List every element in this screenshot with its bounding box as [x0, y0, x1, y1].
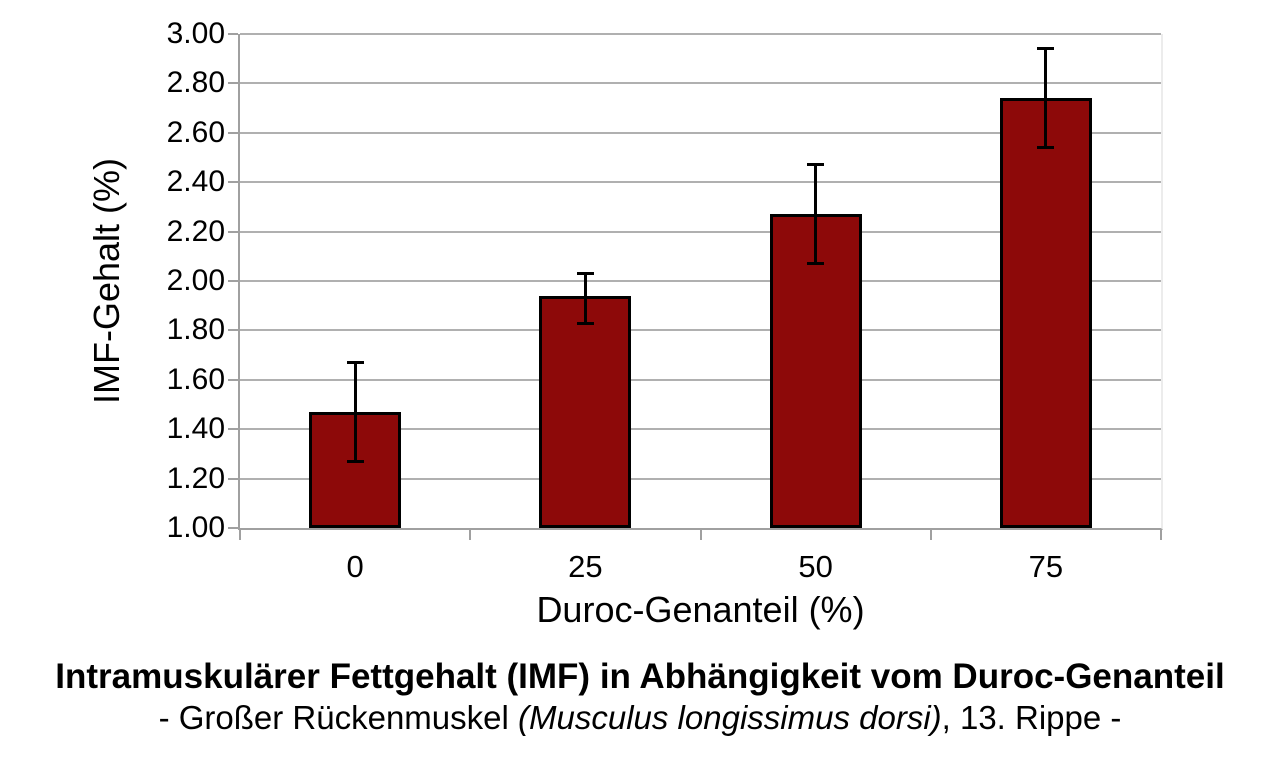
caption-title: Intramuskulärer Fettgehalt (IMF) in Abhä…	[55, 657, 1225, 696]
bar	[539, 295, 632, 528]
gridline	[240, 131, 1161, 134]
x-axis-tick	[469, 529, 472, 540]
x-tick-label: 0	[346, 549, 364, 584]
plot-area	[228, 33, 1163, 540]
y-tick-label: 2.60	[166, 115, 225, 149]
y-axis-tick	[228, 329, 238, 332]
gridline	[240, 378, 1161, 381]
gridline	[240, 230, 1161, 233]
x-axis-tick	[699, 529, 702, 540]
y-axis-tick	[228, 527, 238, 529]
y-axis-tick	[228, 230, 238, 233]
y-axis-tick	[228, 378, 238, 381]
x-axis-tick	[1160, 529, 1162, 540]
y-tick-label: 2.40	[166, 165, 225, 199]
gridline	[240, 329, 1161, 332]
y-tick-label: 1.40	[166, 412, 225, 446]
y-axis-tick	[228, 280, 238, 282]
x-tick-label: 25	[568, 549, 603, 584]
error-bar-cap	[807, 262, 825, 266]
bar-chart: IMF-Gehalt (%) 1.00 1.20 1.40 1.60 1.80 2.00 2…	[86, 17, 1163, 630]
y-axis-title: IMF-Gehalt (%)	[86, 157, 127, 405]
y-axis-tick	[228, 82, 238, 85]
error-bar-cap	[1037, 146, 1055, 150]
gridline	[240, 82, 1161, 85]
gridline	[240, 33, 1161, 35]
caption-subtitle-latin-name: (Musculus longissimus dorsi)	[518, 699, 942, 736]
gridline	[240, 181, 1161, 184]
gridline	[240, 477, 1161, 480]
x-axis-tick	[929, 529, 932, 540]
error-bar	[814, 164, 818, 264]
error-bar-cap	[807, 163, 825, 167]
gridline	[240, 428, 1161, 431]
y-axis-tick	[228, 477, 238, 480]
error-bar-cap	[346, 459, 364, 463]
bar	[999, 98, 1092, 528]
y-tick-label: 1.60	[166, 362, 225, 396]
y-tick-label: 3.00	[166, 17, 225, 50]
gridline	[240, 280, 1161, 282]
y-tick-label: 2.00	[166, 264, 225, 297]
error-bar	[583, 273, 587, 323]
error-bar-cap	[576, 321, 594, 325]
error-bar	[353, 362, 357, 462]
caption-subtitle-suffix: , 13. Rippe -	[941, 699, 1122, 736]
y-tick-label: 2.80	[166, 66, 225, 100]
error-bar	[1044, 48, 1048, 148]
x-axis-tick	[239, 529, 241, 540]
x-tick-label: 75	[1028, 549, 1064, 584]
y-axis-tick	[228, 33, 238, 35]
y-tick-label: 2.20	[166, 214, 225, 248]
caption-subtitle: - Großer Rückenmuskel (Musculus longissi…	[0, 698, 1280, 738]
y-axis-tick	[228, 428, 238, 431]
x-axis-title: Duroc-Genanteil (%)	[536, 589, 865, 630]
error-bar-cap	[576, 272, 594, 276]
caption: Intramuskulärer Fettgehalt (IMF) in Abhä…	[0, 656, 1280, 738]
error-bar-cap	[346, 361, 364, 365]
y-tick-label: 1.80	[166, 313, 225, 347]
y-tick-label: 1.20	[166, 461, 225, 495]
error-bar-cap	[1037, 47, 1055, 51]
y-axis-tick	[228, 131, 238, 134]
x-tick-label: 50	[798, 549, 833, 584]
caption-subtitle-prefix: - Großer Rückenmuskel	[158, 699, 519, 736]
y-axis-tick	[228, 181, 238, 184]
y-tick-label: 1.00	[166, 511, 225, 544]
